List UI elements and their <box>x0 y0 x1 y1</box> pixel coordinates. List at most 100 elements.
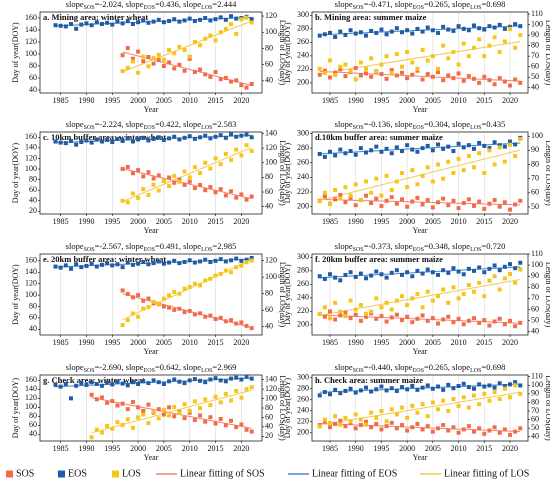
slope-text-part: slope <box>335 119 353 129</box>
point <box>208 259 213 264</box>
legend-label: EOS <box>68 468 87 479</box>
slope-text-part: =0.698 <box>481 362 505 372</box>
point <box>374 68 379 73</box>
point <box>451 28 456 33</box>
point <box>389 407 394 412</box>
plot-frame <box>311 253 529 336</box>
slope-text-part: SOS <box>84 247 95 253</box>
y2-tick-label: 80 <box>531 159 539 168</box>
point <box>328 309 332 314</box>
slope-text-part: SOS <box>353 247 364 253</box>
point <box>348 386 353 391</box>
point <box>415 182 420 187</box>
point <box>456 24 461 29</box>
point <box>198 378 203 383</box>
point <box>487 398 492 403</box>
y2-tick-label: 90 <box>531 145 539 154</box>
point <box>369 410 374 415</box>
point <box>513 45 518 50</box>
point <box>130 311 135 316</box>
point <box>322 417 327 422</box>
point <box>508 207 512 212</box>
point <box>502 159 507 164</box>
point <box>68 266 73 271</box>
point <box>208 18 213 23</box>
point <box>446 382 451 387</box>
point <box>333 387 338 392</box>
point <box>497 268 502 273</box>
point <box>436 272 440 277</box>
point <box>358 417 363 422</box>
point <box>105 400 110 405</box>
y-tick-label: 300 <box>297 10 309 19</box>
point <box>461 272 466 277</box>
point <box>141 54 146 59</box>
point <box>192 39 197 44</box>
y2-axis-label: Length of LOS(day) <box>544 20 550 86</box>
point <box>394 412 399 417</box>
point <box>172 17 177 22</box>
slope-text: slopeSOS=-2.224, slopeEOS=0.422, slopeLO… <box>66 119 237 131</box>
point <box>244 143 249 148</box>
point <box>446 203 451 208</box>
point <box>374 176 379 181</box>
point <box>208 377 213 382</box>
point <box>420 77 425 82</box>
point <box>384 146 389 151</box>
point <box>223 76 228 80</box>
y2-axis-label: Length of LOS(day) <box>544 140 550 206</box>
x-tick-label: 1990 <box>78 444 94 453</box>
point <box>328 149 332 154</box>
point <box>497 381 502 386</box>
point <box>405 143 410 148</box>
point <box>84 21 89 26</box>
point <box>446 159 451 164</box>
point <box>218 187 223 192</box>
point <box>203 188 208 193</box>
point <box>364 419 368 424</box>
point <box>487 146 492 151</box>
point <box>348 419 353 424</box>
point <box>105 380 110 385</box>
x-tick-label: 2000 <box>399 338 415 347</box>
slope-text-part: slope <box>183 241 201 251</box>
point <box>343 415 348 420</box>
point <box>410 60 415 65</box>
point <box>89 261 94 266</box>
panel-title: h. Check area: summer maize <box>315 375 423 385</box>
point <box>79 22 84 27</box>
point <box>394 312 399 317</box>
point <box>482 206 487 211</box>
point <box>436 384 440 389</box>
point <box>234 265 239 270</box>
point <box>353 412 358 417</box>
point <box>208 313 213 318</box>
point <box>177 291 182 296</box>
point <box>182 416 187 421</box>
point <box>451 386 456 391</box>
point <box>394 73 399 78</box>
point <box>94 20 99 25</box>
point <box>151 299 156 304</box>
point <box>410 425 415 430</box>
point <box>410 31 415 36</box>
point <box>436 294 440 299</box>
point <box>430 205 435 210</box>
slope-text-part: slope <box>452 0 470 9</box>
point <box>430 316 435 321</box>
x-axis-label: Year <box>413 347 428 356</box>
point <box>364 179 368 184</box>
point <box>146 421 151 426</box>
point <box>518 33 523 38</box>
slope-text-part: =2.969 <box>212 362 236 372</box>
point <box>513 154 518 159</box>
point <box>415 268 420 273</box>
x-tick-label: 2010 <box>451 338 467 347</box>
point <box>141 135 146 140</box>
point <box>161 407 166 412</box>
point <box>198 135 203 140</box>
point <box>234 16 239 21</box>
point <box>425 72 430 77</box>
y-tick-label: 80 <box>29 61 37 70</box>
point <box>322 32 327 37</box>
